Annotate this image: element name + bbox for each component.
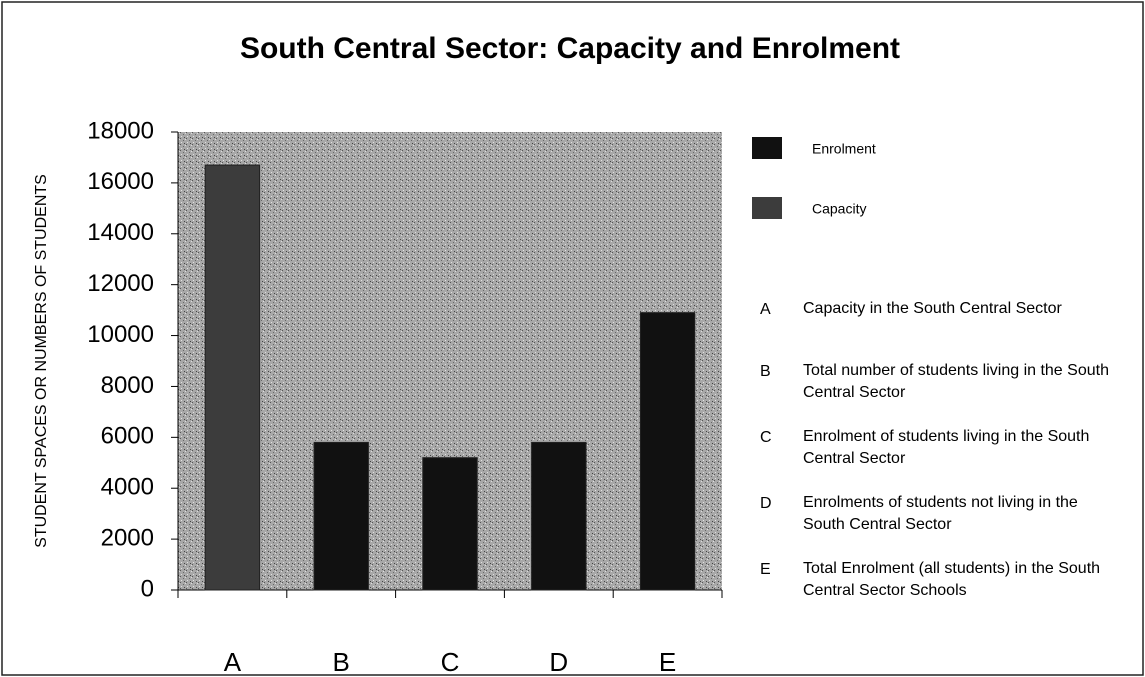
y-tick-label: 8000 xyxy=(101,372,154,399)
x-tick-label: A xyxy=(224,647,242,677)
chart-title: South Central Sector: Capacity and Enrol… xyxy=(240,32,900,65)
note-text-box: Total Enrolment (all students) in the So… xyxy=(803,560,1101,599)
note-text: Enrolment of students living in the Sout… xyxy=(803,428,1090,467)
note-label: C xyxy=(760,429,772,446)
y-tick-label: 18000 xyxy=(87,117,154,144)
bar xyxy=(531,441,587,591)
note-text-box: Capacity in the South Central Sector xyxy=(803,300,1062,317)
note-text-box: Total number of students living in the S… xyxy=(803,362,1109,401)
y-tick-label: 12000 xyxy=(87,270,154,297)
x-tick-label: C xyxy=(441,647,460,677)
legend-label: Enrolment xyxy=(812,141,876,157)
legend-label: Capacity xyxy=(812,201,866,217)
bar xyxy=(313,441,369,591)
legend-swatch xyxy=(752,137,782,159)
y-axis-label: STUDENT SPACES OR NUMBERS OF STUDENTS xyxy=(33,174,50,548)
y-tick-label: 2000 xyxy=(101,524,154,551)
note-text: Capacity in the South Central Sector xyxy=(803,300,1062,317)
note-text-box: Enrolments of students not living in the… xyxy=(803,494,1078,533)
note-label: B xyxy=(760,363,771,380)
bar xyxy=(204,164,261,591)
x-tick-label: E xyxy=(659,647,676,677)
x-tick-label: B xyxy=(333,647,350,677)
x-tick-label: D xyxy=(549,647,568,677)
note-label: D xyxy=(760,495,772,512)
y-tick-label: 16000 xyxy=(87,168,154,195)
legend-swatch xyxy=(752,197,782,219)
y-tick-label: 0 xyxy=(141,575,154,602)
note-label: E xyxy=(760,561,771,578)
note-text: Total Enrolment (all students) in the So… xyxy=(803,560,1101,599)
note-text: Total number of students living in the S… xyxy=(803,362,1109,401)
y-tick-label: 4000 xyxy=(101,474,154,501)
y-tick-label: 10000 xyxy=(87,321,154,348)
note-text-box: Enrolment of students living in the Sout… xyxy=(803,428,1090,467)
y-tick-label: 6000 xyxy=(101,423,154,450)
bar xyxy=(639,312,696,591)
y-tick-label: 14000 xyxy=(87,219,154,246)
note-label: A xyxy=(760,301,771,318)
note-text: Enrolments of students not living in the… xyxy=(803,494,1078,533)
bar xyxy=(422,457,478,591)
